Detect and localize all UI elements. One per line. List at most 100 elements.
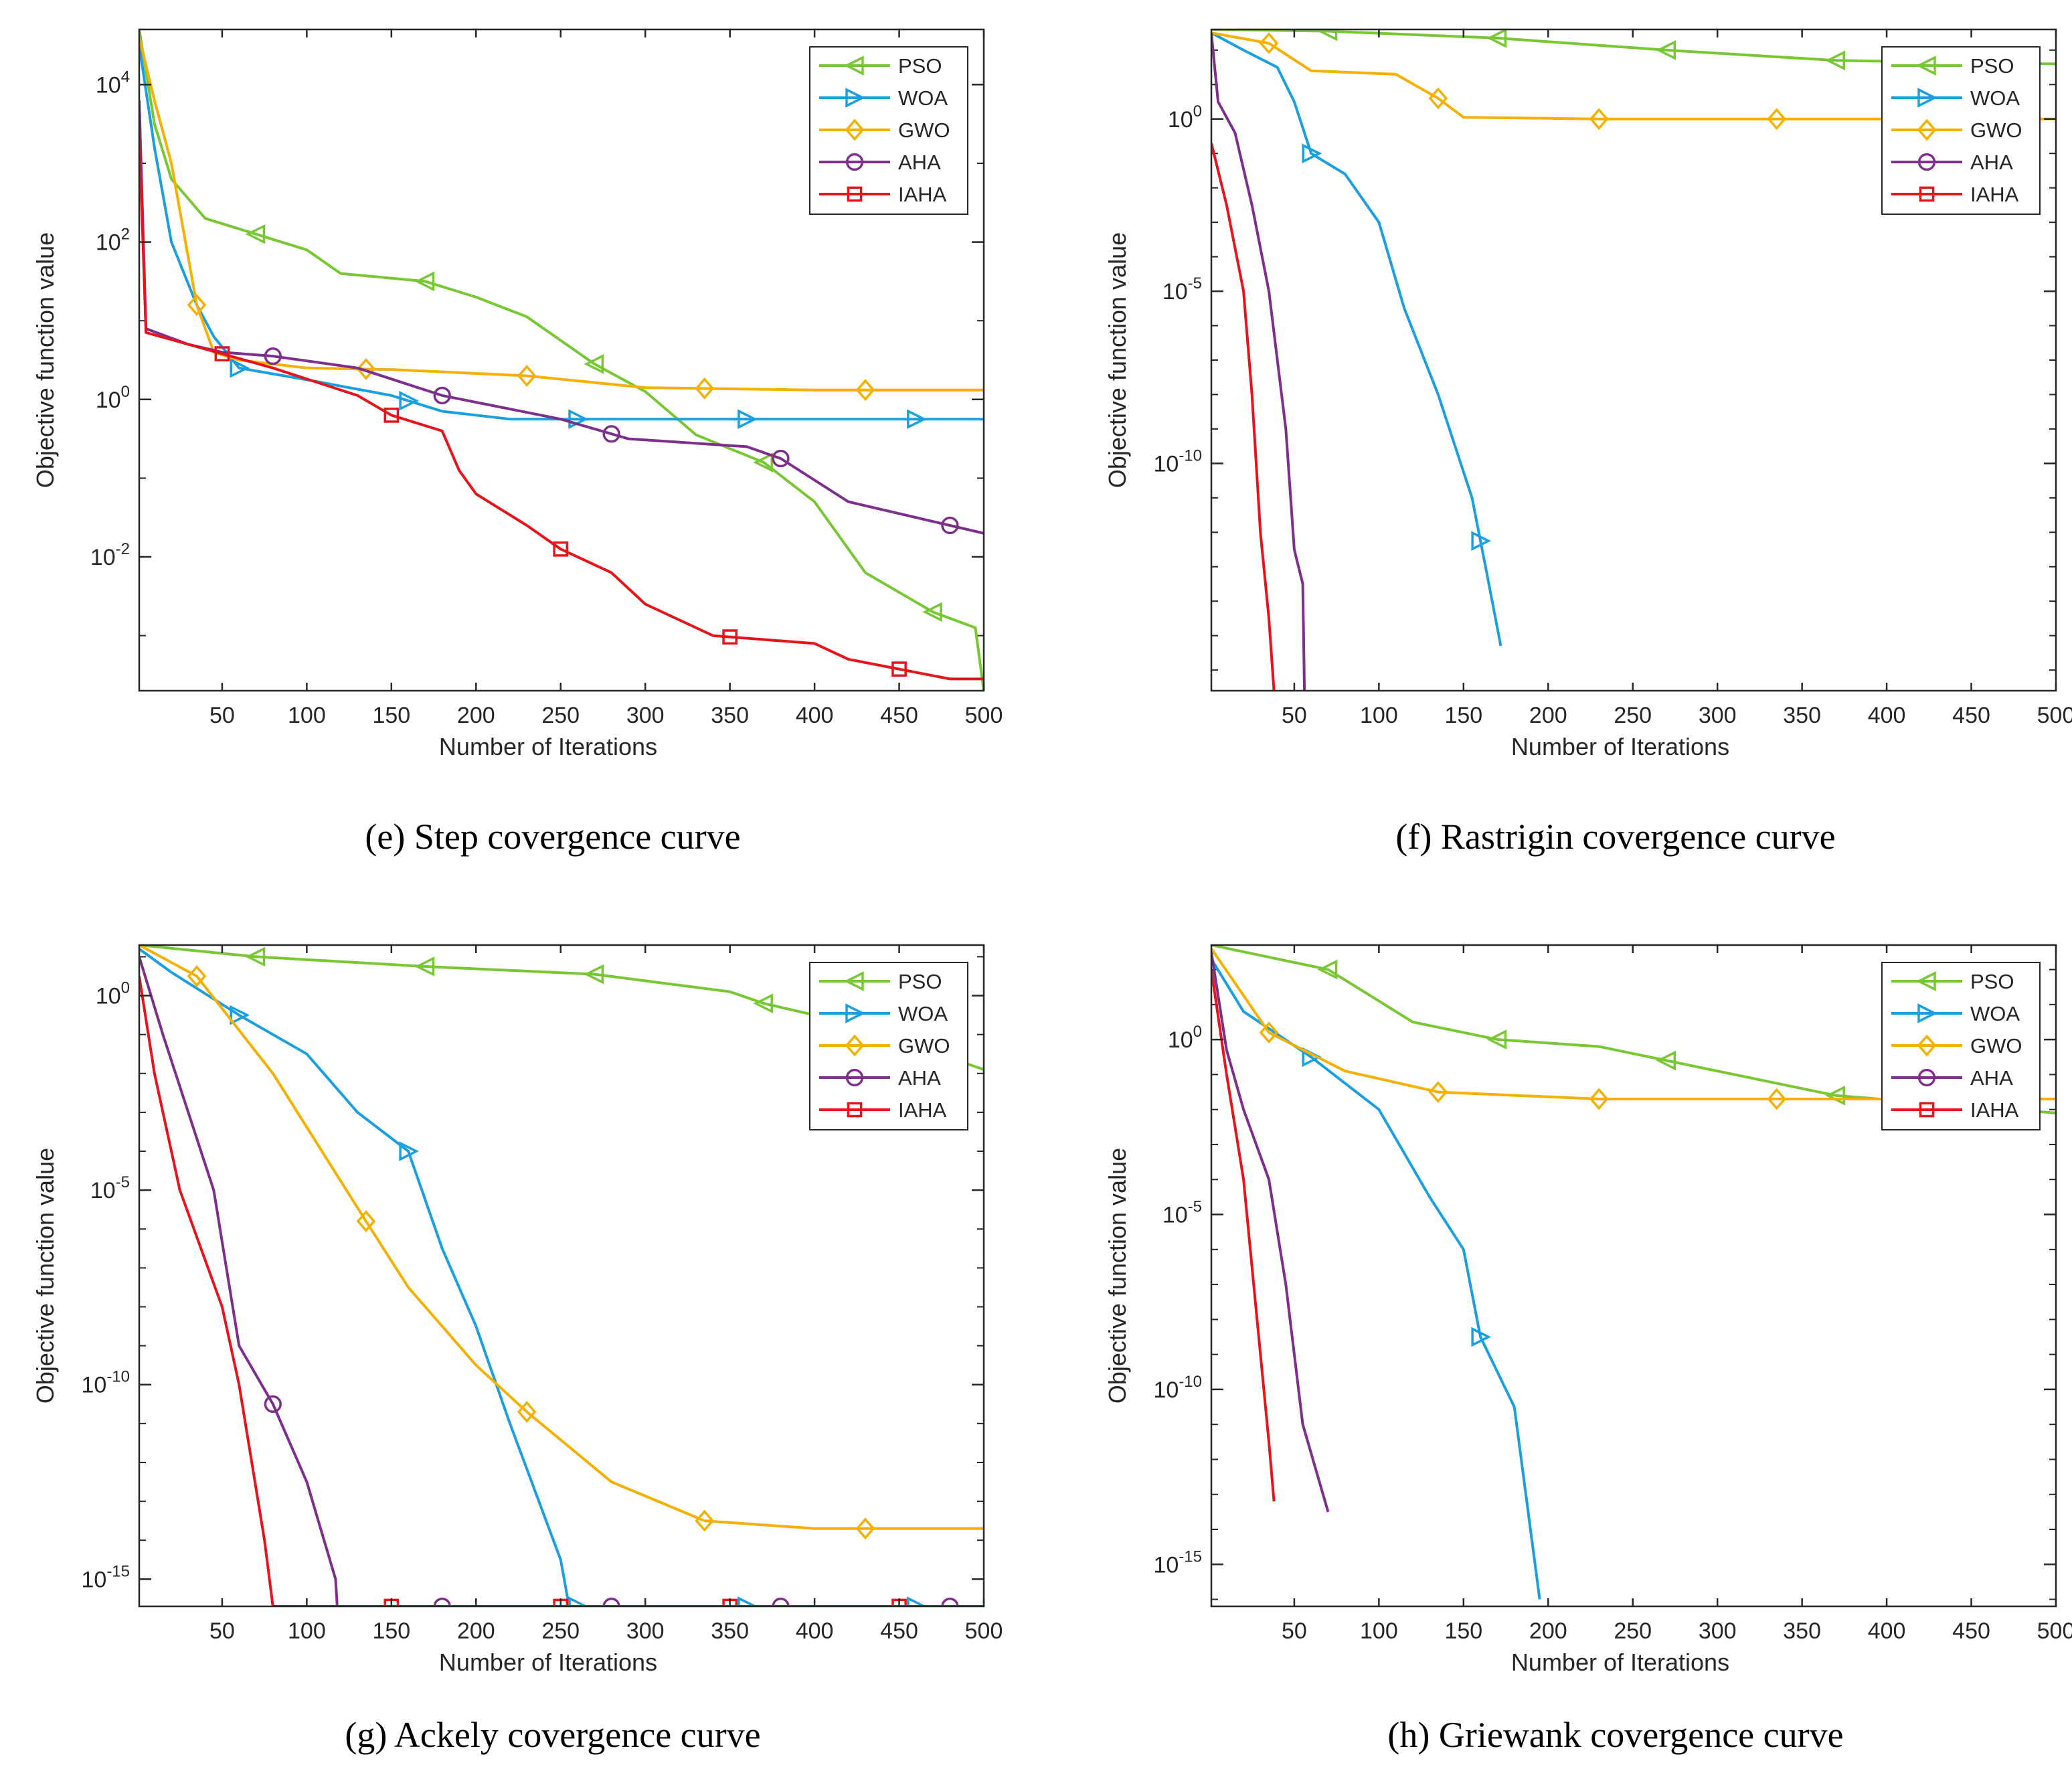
series-line-iaha (1211, 143, 1276, 691)
series-marker-woa (399, 1141, 420, 1161)
x-tick-label: 100 (1360, 703, 1398, 728)
series-marker-pso (245, 946, 266, 967)
series-marker-gwo (187, 965, 207, 987)
x-tick-label: 450 (1952, 703, 1990, 728)
y-tick-label: 10-5 (1162, 1198, 1202, 1228)
y-tick-label: 100 (1168, 1023, 1202, 1053)
legend-marker-aha (1917, 153, 1936, 171)
series-line-iaha (139, 976, 984, 1606)
series-marker-pso (753, 993, 773, 1014)
series-line-woa (139, 45, 984, 421)
series-line-pso (139, 29, 984, 691)
legend-label-woa: WOA (1970, 86, 2020, 110)
x-axis-label: Number of Iterations (439, 1649, 657, 1676)
x-tick-label: 400 (796, 703, 834, 728)
series-marker-gwo (517, 365, 537, 387)
y-tick-label: 100 (1168, 102, 1202, 133)
legend-label-pso: PSO (1970, 54, 2014, 78)
x-tick-label: 100 (288, 1618, 326, 1644)
series-marker-iaha (383, 407, 400, 423)
legend-marker-aha (845, 1068, 864, 1087)
series-marker-woa (1471, 531, 1492, 551)
series-line-aha (1211, 952, 1330, 1513)
x-tick-label: 350 (711, 703, 749, 728)
series-marker-gwo (1767, 108, 1787, 131)
series-line-pso (1211, 29, 2056, 66)
legend-label-iaha: IAHA (898, 183, 947, 206)
x-tick-label: 150 (1444, 703, 1482, 728)
series-marker-woa (1302, 143, 1322, 164)
series-marker-gwo (356, 1210, 376, 1233)
series-marker-aha (602, 1597, 620, 1606)
legend: PSO WOA GWO AHA IAHA (1881, 46, 2041, 215)
series-marker-pso (584, 354, 604, 374)
series-marker-pso (1317, 959, 1338, 980)
series-marker-woa (399, 390, 420, 411)
x-tick-label: 250 (541, 703, 580, 728)
legend-label-aha: AHA (898, 1066, 941, 1090)
x-tick-label: 250 (1614, 703, 1652, 728)
series-marker-pso (1656, 40, 1676, 60)
x-tick-label: 450 (1952, 1618, 1990, 1644)
x-tick-label: 200 (457, 703, 495, 728)
series-marker-woa (230, 1005, 250, 1025)
x-axis-label: Number of Iterations (439, 733, 657, 760)
y-axis-label: Objective function value (1104, 232, 1131, 488)
legend-marker-gwo (1917, 118, 1937, 141)
axes-box (138, 28, 985, 692)
panel-caption: (f) Rastrigin covergence curve (1395, 817, 1835, 857)
y-tick-label: 100 (96, 383, 130, 413)
y-tick-label: 10-15 (1153, 1547, 1202, 1578)
x-tick-label: 500 (2037, 703, 2072, 728)
legend: PSO WOA GWO AHA IAHA (809, 46, 968, 215)
legend-marker-aha (1917, 1068, 1936, 1087)
series-marker-gwo (695, 1509, 715, 1532)
y-tick-label: 10-10 (81, 1368, 130, 1398)
x-tick-label: 450 (880, 703, 918, 728)
series-line-iaha (139, 131, 984, 681)
series-marker-aha (772, 449, 790, 468)
panel-caption: (h) Griewank covergence curve (1387, 1715, 1843, 1755)
legend-label-woa: WOA (1970, 1002, 2020, 1025)
y-tick-label: 102 (96, 226, 130, 256)
panel-2: 50 100 150 200 250 300 350 400 450 500 100 10-5 10-1… (1104, 28, 2072, 857)
series-marker-gwo (1589, 1088, 1609, 1110)
series-marker-pso (1486, 29, 1507, 48)
series-marker-iaha (891, 661, 907, 677)
x-tick-label: 200 (457, 1618, 495, 1644)
legend-label-gwo: GWO (898, 1034, 950, 1058)
panel-1: 50 100 150 200 250 300 350 400 450 500 104 102 100 10… (31, 28, 1003, 857)
x-tick-label: 50 (209, 1618, 235, 1644)
y-tick-label: 10-10 (1153, 446, 1202, 477)
legend-label-aha: AHA (898, 151, 941, 174)
legend-label-aha: AHA (1970, 151, 2013, 174)
y-tick-label: 10-2 (90, 540, 130, 570)
series-group (1211, 945, 2056, 1600)
x-tick-label: 50 (1282, 1618, 1307, 1644)
series-marker-gwo (356, 357, 376, 380)
axes-box (1210, 28, 2057, 692)
legend-marker-gwo (845, 1034, 865, 1057)
series-line-gwo (139, 945, 984, 1530)
series-marker-woa (738, 409, 758, 430)
series-marker-pso (414, 271, 435, 292)
legend: PSO WOA GWO AHA IAHA (1881, 962, 2041, 1130)
series-marker-aha (264, 1395, 282, 1413)
x-tick-label: 250 (1614, 1618, 1652, 1644)
legend-marker-pso (844, 56, 864, 76)
legend-marker-iaha (1919, 186, 1935, 202)
x-tick-label: 500 (965, 703, 1003, 728)
x-tick-label: 250 (541, 1618, 580, 1644)
panel-caption: (g) Ackely covergence curve (345, 1715, 760, 1755)
legend-marker-woa (845, 1003, 865, 1023)
series-marker-gwo (855, 1517, 875, 1540)
series-marker-aha (433, 1597, 451, 1606)
series-marker-woa (1471, 1327, 1492, 1347)
y-axis-label: Objective function value (1104, 1148, 1131, 1404)
series-marker-woa (568, 1596, 588, 1606)
x-tick-label: 400 (796, 1618, 834, 1644)
axes-box (138, 944, 985, 1608)
series-marker-iaha (214, 346, 230, 361)
series-marker-gwo (1589, 108, 1609, 131)
series-marker-woa (230, 357, 250, 378)
